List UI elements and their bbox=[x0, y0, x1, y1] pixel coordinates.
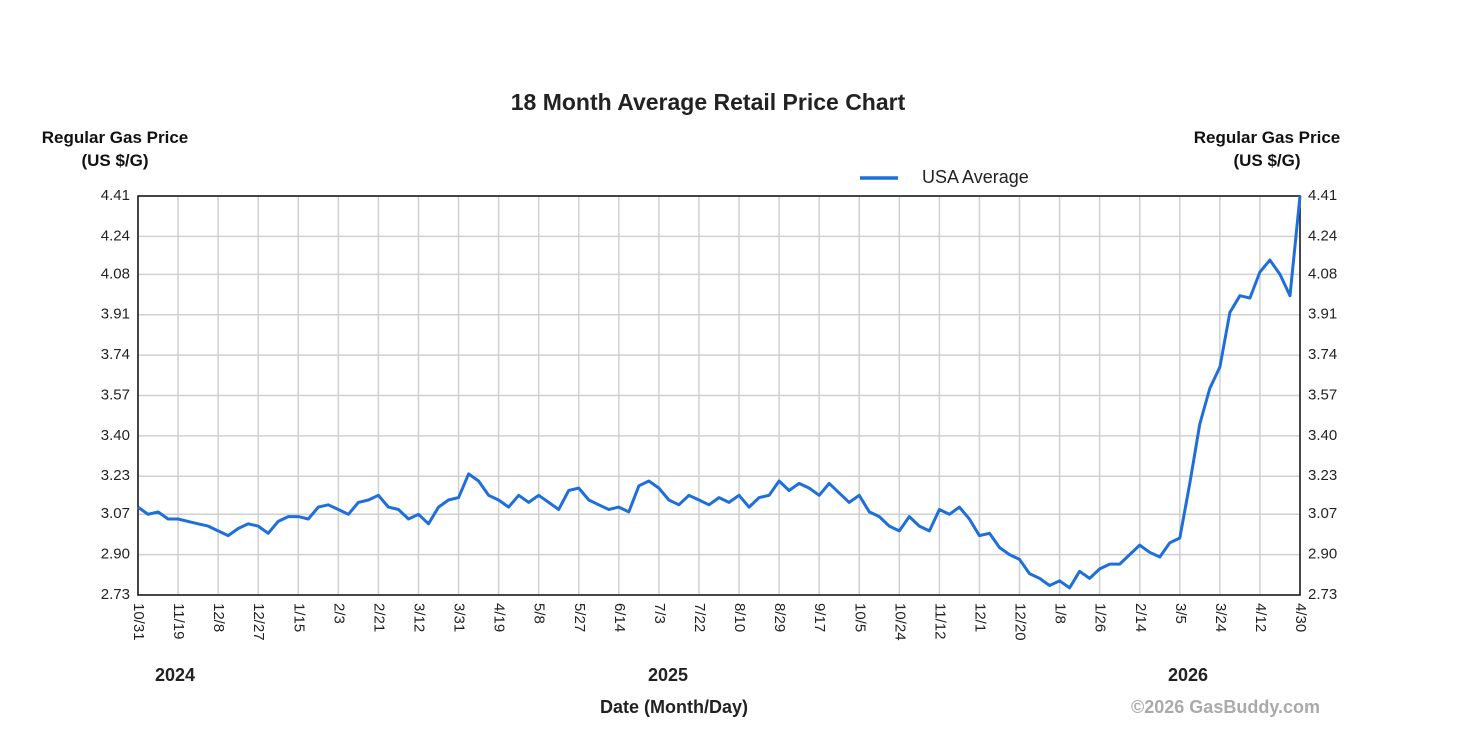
x-tick-label: 12/1 bbox=[971, 603, 988, 632]
x-tick-label: 2/14 bbox=[1132, 603, 1149, 632]
x-tick-label: 9/17 bbox=[811, 603, 828, 632]
x-tick-label: 6/14 bbox=[611, 603, 628, 632]
x-tick-label: 7/3 bbox=[651, 603, 668, 624]
x-tick-label: 1/26 bbox=[1092, 603, 1109, 632]
x-tick-label: 5/27 bbox=[571, 603, 588, 632]
y2-tick-label: 3.23 bbox=[1308, 467, 1337, 484]
y-tick-label: 4.24 bbox=[101, 227, 130, 244]
y-tick-label: 2.73 bbox=[101, 586, 130, 603]
x-tick-label: 8/29 bbox=[771, 603, 788, 632]
x-tick-label: 4/19 bbox=[491, 603, 508, 632]
x-tick-label: 10/24 bbox=[891, 603, 908, 641]
x-tick-label: 11/19 bbox=[170, 603, 187, 639]
year-label: 2026 bbox=[1168, 665, 1208, 685]
y-tick-label: 3.57 bbox=[101, 386, 130, 403]
data-line bbox=[137, 195, 1302, 590]
x-axis-label: Date (Month/Day) bbox=[600, 697, 748, 717]
y2-tick-label: 3.57 bbox=[1308, 386, 1337, 403]
x-tick-label: 3/12 bbox=[411, 603, 428, 632]
x-tick-label: 5/8 bbox=[531, 603, 548, 624]
x-tick-label: 4/12 bbox=[1252, 603, 1269, 632]
x-tick-label: 7/22 bbox=[691, 603, 708, 632]
x-tick-label: 1/15 bbox=[290, 603, 307, 632]
x-tick-label: 3/24 bbox=[1212, 603, 1229, 632]
y-axis-label: Regular Gas Price (US $/G) bbox=[41, 128, 189, 170]
x-tick-label: 3/31 bbox=[451, 603, 468, 632]
y2-tick-label: 2.73 bbox=[1308, 586, 1337, 603]
y2-axis-label: Regular Gas Price (US $/G) bbox=[1193, 128, 1341, 170]
x-tick-label: 10/31 bbox=[130, 603, 147, 641]
y-tick-label: 2.90 bbox=[101, 546, 130, 563]
y-tick-label: 3.23 bbox=[101, 467, 130, 484]
y2-tick-label: 4.24 bbox=[1308, 227, 1337, 244]
x-tick-label: 1/8 bbox=[1052, 603, 1069, 624]
y-tick-label: 3.91 bbox=[101, 306, 130, 323]
x-tick-label: 12/27 bbox=[250, 603, 267, 641]
x-tick-label: 8/10 bbox=[731, 603, 748, 632]
y2-tick-label: 3.07 bbox=[1308, 505, 1337, 522]
year-label: 2024 bbox=[155, 665, 195, 685]
x-tick-label: 2/21 bbox=[370, 603, 387, 632]
y2-tick-label: 3.40 bbox=[1308, 427, 1337, 444]
y2-tick-label: 3.91 bbox=[1308, 306, 1337, 323]
year-label: 2025 bbox=[648, 665, 688, 685]
chart-title: 18 Month Average Retail Price Chart bbox=[511, 89, 906, 115]
y-tick-label: 3.74 bbox=[101, 346, 130, 363]
y-tick-label: 4.41 bbox=[101, 187, 130, 204]
legend-label: USA Average bbox=[922, 167, 1029, 187]
y-tick-label: 3.07 bbox=[101, 505, 130, 522]
x-tick-label: 12/8 bbox=[210, 603, 227, 632]
y2-tick-label: 3.74 bbox=[1308, 346, 1337, 363]
x-tick-label: 3/5 bbox=[1172, 603, 1189, 624]
copyright: ©2026 GasBuddy.com bbox=[1131, 697, 1320, 717]
y-tick-label: 3.40 bbox=[101, 427, 130, 444]
x-tick-label: 4/30 bbox=[1292, 603, 1309, 632]
x-tick-label: 2/3 bbox=[330, 603, 347, 624]
y2-tick-label: 4.41 bbox=[1308, 187, 1337, 204]
x-tick-label: 12/20 bbox=[1012, 603, 1029, 641]
x-tick-label: 11/12 bbox=[931, 603, 948, 639]
y-tick-label: 4.08 bbox=[101, 265, 130, 282]
y2-tick-label: 2.90 bbox=[1308, 546, 1337, 563]
plot-border bbox=[137, 195, 1301, 596]
x-tick-label: 10/5 bbox=[851, 603, 868, 632]
y2-tick-label: 4.08 bbox=[1308, 265, 1337, 282]
